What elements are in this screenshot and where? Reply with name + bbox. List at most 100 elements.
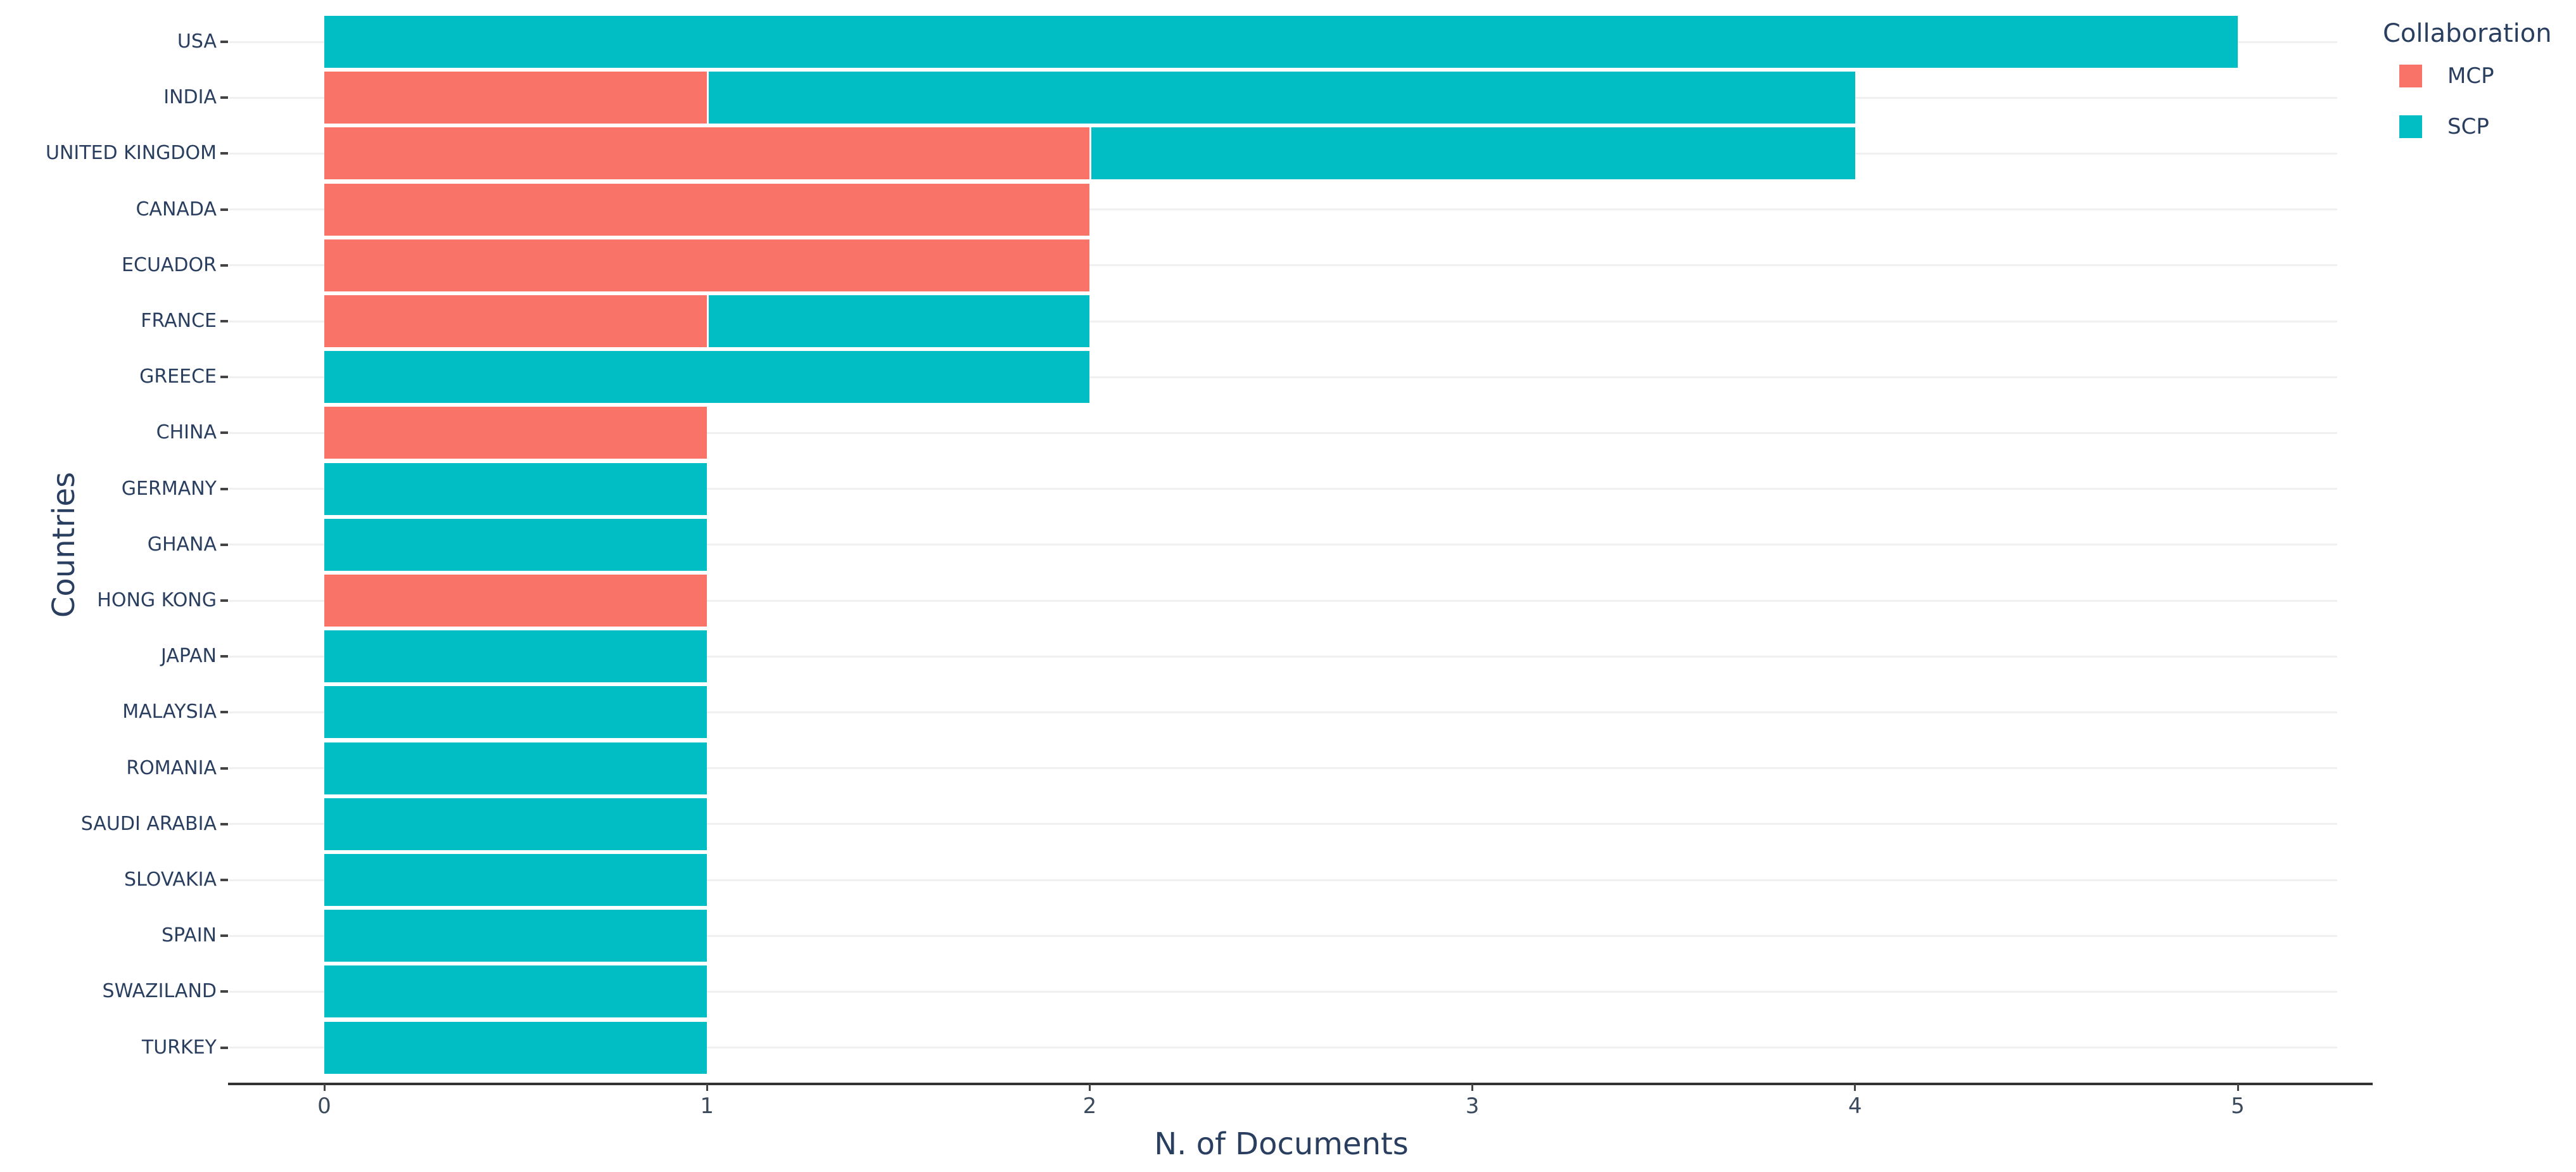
x-tick-mark: [1471, 1084, 1474, 1091]
y-tick-label: CANADA: [136, 198, 217, 220]
y-tick-mark: [220, 320, 228, 322]
bar-segment-mcp-ecuador[interactable]: [324, 239, 1090, 291]
y-tick-mark: [220, 767, 228, 770]
legend-title: Collaboration: [2383, 19, 2552, 48]
y-tick-mark: [220, 822, 228, 825]
gridline: [229, 488, 2337, 490]
y-tick-mark: [220, 655, 228, 658]
y-tick-label: FRANCE: [141, 310, 217, 332]
bar-segment-mcp-france[interactable]: [324, 295, 707, 347]
legend-item-mcp[interactable]: MCP: [2399, 65, 2573, 87]
y-tick-label: SPAIN: [161, 924, 217, 947]
gridline: [229, 376, 2337, 378]
y-tick-label: USA: [177, 30, 217, 53]
legend-item-label: SCP: [2447, 114, 2489, 139]
x-tick-mark: [706, 1084, 708, 1091]
bar-segment-scp-united-kingdom[interactable]: [1089, 127, 1855, 180]
y-tick-mark: [220, 376, 228, 379]
gridline: [229, 320, 2337, 322]
legend-item-label: MCP: [2447, 63, 2494, 89]
y-tick-label: TURKEY: [141, 1036, 217, 1059]
y-tick-mark: [220, 990, 228, 993]
y-tick-label: CHINA: [156, 421, 217, 444]
y-tick-mark: [220, 599, 228, 602]
gridline: [229, 264, 2337, 267]
bar-segment-scp-malaysia[interactable]: [324, 686, 707, 739]
bar-segment-scp-india[interactable]: [707, 72, 1855, 124]
x-axis-line: [228, 1083, 2373, 1085]
y-tick-mark: [220, 431, 228, 435]
bar-segment-scp-germany[interactable]: [324, 462, 707, 515]
legend: Collaboration MCP SCP: [2383, 19, 2573, 166]
y-tick-mark: [220, 96, 228, 99]
x-tick-label: 4: [1848, 1093, 1862, 1119]
legend-item-scp[interactable]: SCP: [2399, 115, 2573, 138]
gridline: [229, 990, 2337, 993]
gridline: [229, 655, 2337, 658]
gridline: [229, 1047, 2337, 1049]
gridline: [229, 599, 2337, 602]
x-tick-label: 5: [2231, 1093, 2245, 1119]
bar-segment-mcp-india[interactable]: [324, 72, 707, 124]
bar-segment-scp-ghana[interactable]: [324, 518, 707, 571]
bar-segment-scp-turkey[interactable]: [324, 1021, 707, 1074]
x-tick-label: 1: [700, 1093, 714, 1119]
bar-segment-scp-france[interactable]: [707, 295, 1090, 347]
gridline: [229, 431, 2337, 434]
y-tick-mark: [220, 879, 228, 881]
y-tick-label: UNITED KINGDOM: [46, 142, 217, 165]
y-tick-mark: [220, 711, 228, 714]
y-tick-mark: [220, 152, 228, 155]
bar-segment-scp-swaziland[interactable]: [324, 965, 707, 1018]
y-tick-label: SAUDI ARABIA: [80, 812, 217, 835]
y-tick-mark: [220, 41, 228, 43]
x-tick-mark: [323, 1084, 326, 1091]
gridline: [229, 208, 2337, 211]
bar-segment-scp-usa[interactable]: [324, 16, 2238, 68]
bar-segment-mcp-canada[interactable]: [324, 183, 1090, 236]
y-tick-mark: [220, 487, 228, 490]
y-tick-mark: [220, 208, 228, 211]
bar-segment-scp-greece[interactable]: [324, 351, 1090, 404]
y-tick-label: ECUADOR: [122, 253, 217, 276]
bar-segment-scp-saudi-arabia[interactable]: [324, 798, 707, 850]
bar-segment-scp-japan[interactable]: [324, 630, 707, 683]
y-tick-label: HONG KONG: [97, 589, 217, 611]
y-tick-label: GREECE: [139, 366, 217, 388]
y-tick-mark: [220, 934, 228, 938]
y-tick-mark: [220, 1046, 228, 1049]
x-axis-title: N. of Documents: [1154, 1126, 1409, 1162]
bar-segment-mcp-hong-kong[interactable]: [324, 575, 707, 627]
bar-segment-scp-spain[interactable]: [324, 910, 707, 962]
bar-segment-mcp-china[interactable]: [324, 407, 707, 459]
y-tick-label: ROMANIA: [126, 756, 217, 779]
bar-segment-scp-romania[interactable]: [324, 742, 707, 794]
legend-swatch-scp: [2399, 115, 2422, 138]
gridline: [229, 767, 2337, 770]
bar-segment-scp-slovakia[interactable]: [324, 854, 707, 906]
y-tick-label: SLOVAKIA: [124, 869, 217, 891]
y-tick-mark: [220, 264, 228, 267]
x-tick-label: 0: [317, 1093, 331, 1119]
gridline: [229, 879, 2337, 881]
x-tick-label: 2: [1082, 1093, 1097, 1119]
y-tick-label: JAPAN: [161, 645, 217, 668]
x-tick-mark: [1854, 1084, 1856, 1091]
legend-swatch-mcp: [2399, 65, 2422, 87]
y-tick-label: MALAYSIA: [122, 701, 217, 723]
bar-segment-mcp-united-kingdom[interactable]: [324, 127, 1090, 180]
gridline: [229, 544, 2337, 546]
y-tick-label: SWAZILAND: [102, 980, 217, 1003]
y-tick-label: GERMANY: [121, 477, 217, 500]
gridline: [229, 823, 2337, 825]
y-tick-mark: [220, 543, 228, 546]
x-tick-label: 3: [1465, 1093, 1480, 1119]
legend-items: MCP SCP: [2383, 65, 2573, 138]
x-tick-mark: [1088, 1084, 1091, 1091]
gridline: [229, 934, 2337, 937]
y-tick-label: INDIA: [163, 86, 217, 109]
gridline: [229, 711, 2337, 713]
x-tick-mark: [2237, 1084, 2239, 1091]
y-tick-label: GHANA: [147, 533, 217, 556]
